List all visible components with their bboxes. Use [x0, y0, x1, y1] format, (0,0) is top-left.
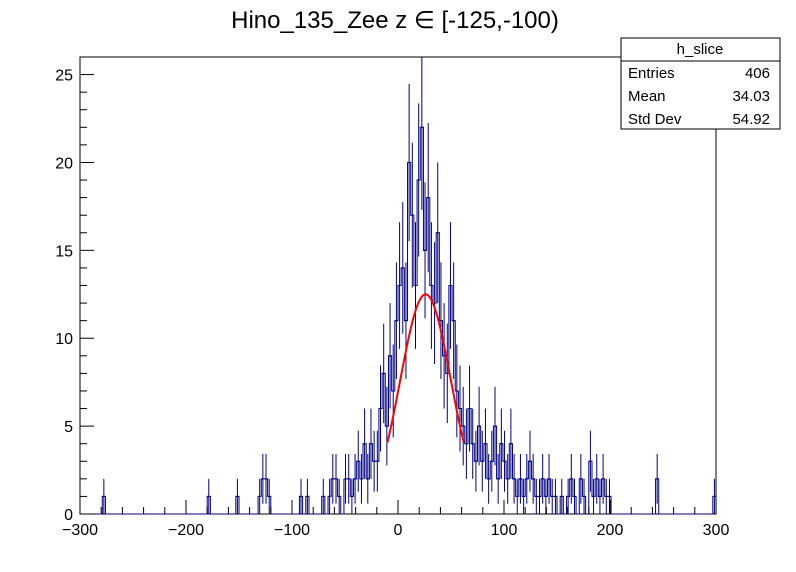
- stats-box-title: h_slice: [677, 41, 724, 58]
- y-tick-label: 15: [55, 243, 73, 260]
- x-tick-label: −100: [274, 522, 310, 539]
- y-axis: 0 5 10 15 20 25: [55, 56, 94, 524]
- x-tick-label: 100: [491, 522, 518, 539]
- x-tick-label: 200: [597, 522, 624, 539]
- x-tick-label: −200: [168, 522, 204, 539]
- x-axis: −300 −200 −100 0 100 200 300: [62, 500, 729, 539]
- y-tick-label: 10: [55, 331, 73, 348]
- y-tick-label: 0: [64, 507, 73, 524]
- stats-stddev-value: 54.92: [732, 111, 770, 128]
- x-tick-label: −300: [62, 522, 98, 539]
- chart-title: Hino_135_Zee z ∈ [-125,-100): [231, 7, 559, 34]
- fit-curve: [386, 293, 465, 443]
- stats-entries-value: 406: [745, 65, 770, 82]
- y-tick-label: 5: [64, 419, 73, 436]
- x-tick-label: 300: [703, 522, 730, 539]
- error-bars: [103, 57, 715, 514]
- histogram-outline: [80, 126, 716, 515]
- stats-box-frame: [620, 37, 781, 130]
- stats-box: h_slice Entries 406 Mean 34.03 Std Dev 5…: [620, 37, 781, 130]
- stats-mean-value: 34.03: [732, 88, 770, 105]
- x-tick-label: 0: [394, 522, 403, 539]
- y-tick-label: 25: [55, 68, 73, 85]
- stats-stddev-label: Std Dev: [628, 111, 682, 128]
- stats-mean-label: Mean: [628, 88, 666, 105]
- gaussian-fit: [386, 293, 465, 443]
- stats-entries-label: Entries: [628, 65, 675, 82]
- y-tick-label: 20: [55, 155, 73, 172]
